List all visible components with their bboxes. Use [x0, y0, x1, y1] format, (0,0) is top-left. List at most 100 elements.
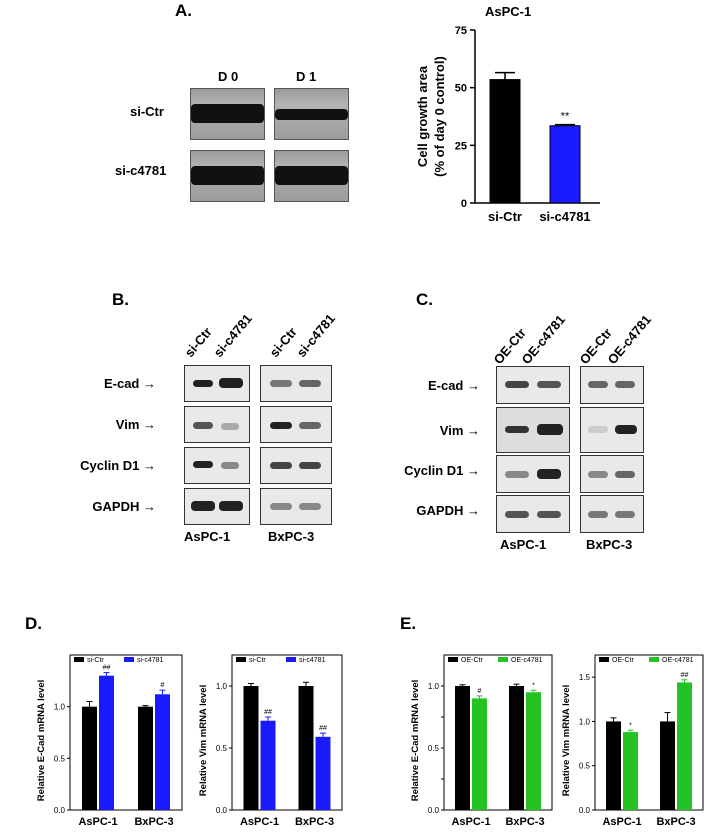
day-label-d1: D 1	[296, 69, 317, 84]
blot-c-row-vim: Vim →	[439, 423, 480, 438]
blot-b-aspc-ecad	[184, 365, 250, 402]
cell-line-b-bxpc: BxPC-3	[268, 529, 315, 544]
scratch-image-si-d0	[190, 150, 265, 202]
legend-label: si-c4781	[299, 657, 326, 664]
blot-b-row-ecad: E-cad →	[103, 376, 156, 391]
bar	[509, 686, 524, 810]
y-axis-label: (% of day 0 control)	[432, 56, 447, 177]
y-tick-label: 0.0	[54, 806, 66, 815]
bar	[526, 692, 541, 810]
panel-letter-a: A.	[175, 1, 192, 20]
bar	[243, 686, 259, 810]
blot-c-aspc-gapdh	[496, 495, 570, 533]
panel-letter-b: B.	[112, 290, 129, 309]
blot-c-row-ecad: E-cad →	[427, 378, 480, 393]
bar	[489, 79, 521, 204]
blot-c-bxpc-cyclin	[580, 455, 644, 493]
panel-letter-d: D.	[25, 614, 42, 633]
lane-label-b-1: si-Ctr	[181, 324, 215, 360]
legend-label: OE-c4781	[662, 657, 694, 664]
bar	[99, 675, 114, 810]
y-axis-label: Relative E-Cad mRNA level	[36, 680, 47, 802]
significance-label: ##	[681, 672, 689, 679]
significance-label: ##	[319, 725, 327, 732]
y-tick-label: 0.0	[579, 806, 591, 815]
legend-swatch	[498, 657, 508, 662]
y-tick-label: 0.0	[216, 806, 228, 815]
scratch-image-ctr-d1	[274, 88, 349, 140]
chart-e-vim: 0.0 0.5 1.0 1.5 Relative Vim mRNA level OE-Ct…	[561, 654, 704, 828]
legend-label: si-Ctr	[249, 657, 266, 664]
blot-c-row-gapdh: GAPDH →	[416, 503, 480, 518]
bar	[155, 694, 170, 810]
bar	[138, 706, 153, 810]
chart-d-ecad: 0.0 0.5 1.0 Relative E-Cad mRNA level si-Ctr…	[36, 654, 183, 828]
legend-label: OE-Ctr	[612, 657, 634, 664]
legend-label: si-c4781	[137, 657, 164, 664]
y-tick-label: 0.5	[216, 744, 228, 753]
bar	[677, 682, 692, 810]
y-tick-label: 1.0	[428, 682, 440, 691]
y-tick-label: 1.5	[579, 673, 591, 682]
plot-frame	[69, 654, 183, 811]
blot-b-bxpc-gapdh	[260, 488, 332, 525]
y-axis-label: Relative E-Cad mRNA level	[410, 680, 421, 802]
panel-letter-e: E.	[400, 614, 417, 633]
lane-label-c-4: OE-c4781	[604, 311, 655, 367]
significance-label: ##	[264, 709, 272, 716]
legend-label: si-Ctr	[87, 657, 104, 664]
y-tick-label: 1.0	[216, 682, 228, 691]
lane-label-b-3: si-Ctr	[266, 324, 300, 360]
significance-label: ##	[103, 665, 111, 672]
blot-b-row-cyclin: Cyclin D1 →	[80, 458, 156, 473]
lane-label-b-4: si-c4781	[293, 311, 338, 360]
significance-label: **	[561, 111, 570, 123]
blot-c-aspc-cyclin	[496, 455, 570, 493]
blot-b-aspc-gapdh	[184, 488, 250, 525]
chart-e-ecad: 0.0 0.5 1.0 Relative E-Cad mRNA level OE-Ctr…	[410, 654, 553, 828]
blot-b-aspc-cyclin	[184, 447, 250, 484]
x-tick-label: si-Ctr	[488, 209, 522, 224]
legend-swatch	[649, 657, 659, 662]
legend-swatch	[236, 657, 246, 662]
blot-c-row-cyclin: Cyclin D1 →	[404, 463, 480, 478]
x-tick-label: AsPC-1	[602, 816, 641, 828]
legend-swatch	[599, 657, 609, 662]
x-tick-label: si-c4781	[539, 209, 590, 224]
y-tick-label: 0	[461, 198, 467, 210]
cell-line-c-aspc: AsPC-1	[500, 537, 547, 552]
bar	[472, 698, 487, 810]
significance-label: *	[532, 682, 535, 689]
y-tick-label: 0.5	[54, 754, 66, 763]
y-axis-label: Cell growth area	[415, 65, 430, 167]
blot-b-bxpc-ecad	[260, 365, 332, 402]
y-tick-label: 75	[455, 25, 467, 37]
x-tick-label: AsPC-1	[240, 816, 279, 828]
blot-c-bxpc-gapdh	[580, 495, 644, 533]
chart-d-vim: 0.0 0.5 1.0 Relative Vim mRNA level si-Ctr si…	[198, 654, 343, 828]
cell-line-c-bxpc: BxPC-3	[586, 537, 633, 552]
scratch-image-si-d1	[274, 150, 349, 202]
plot-frame	[443, 654, 553, 811]
y-tick-label: 1.0	[54, 703, 66, 712]
legend-swatch	[448, 657, 458, 662]
y-tick-label: 0.5	[428, 744, 440, 753]
bar	[455, 686, 470, 810]
blot-b-aspc-vim	[184, 406, 250, 443]
lane-label-c-2: OE-c4781	[518, 311, 569, 367]
significance-label: #	[161, 682, 165, 689]
scratch-image-ctr-d0	[190, 88, 265, 140]
y-tick-label: 0.0	[428, 806, 440, 815]
blot-c-bxpc-vim	[580, 407, 644, 453]
scratch-row-label-ctr: si-Ctr	[130, 104, 164, 119]
lane-label-b-2: si-c4781	[210, 311, 255, 360]
bar	[298, 686, 314, 810]
blot-b-bxpc-vim	[260, 406, 332, 443]
x-tick-label: AsPC-1	[78, 816, 117, 828]
significance-label: #	[478, 688, 482, 695]
bar	[549, 125, 581, 204]
y-tick-label: 25	[455, 140, 467, 152]
bar	[260, 720, 276, 810]
cell-line-b-aspc: AsPC-1	[184, 529, 231, 544]
plot-frame	[594, 654, 704, 811]
